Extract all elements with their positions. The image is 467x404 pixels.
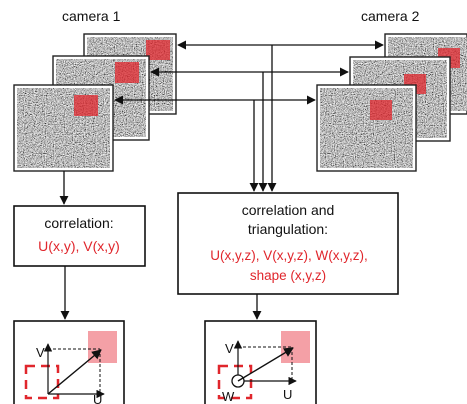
displacement-vector (47, 349, 102, 395)
target-region (88, 331, 117, 363)
correlation-3d-fields-line2: shape (x,y,z) (250, 268, 326, 283)
speckle-subset-red (146, 40, 170, 60)
correlation-2d-title: correlation: (44, 215, 113, 231)
correlation-2d-box: correlation: U(x,y), V(x,y) (13, 205, 146, 267)
u-axis-label: U (283, 387, 292, 402)
u-axis-label: U (93, 392, 102, 404)
camera-2-label: camera 2 (361, 8, 420, 24)
reference-region (24, 364, 60, 400)
v-axis-label: V (225, 341, 234, 356)
camera-2-image-stack (316, 33, 467, 172)
triangulation-input-arrows (249, 45, 277, 192)
displacement-3d-plot: V U W (204, 320, 317, 404)
displacement-vector (237, 347, 294, 382)
camera-1-label: camera 1 (62, 8, 121, 24)
speckle-subset-red (115, 62, 139, 83)
correlation-3d-box: correlation and triangulation: U(x,y,z),… (177, 192, 399, 295)
reference-region (217, 364, 253, 400)
speckle-subset-red (370, 100, 392, 120)
speckle-subset-red (74, 95, 98, 116)
speckle-image (316, 84, 417, 172)
camera-1-image-stack (13, 33, 177, 172)
speckle-image (13, 84, 114, 172)
w-axis-label: W (222, 389, 235, 404)
v-axis-label: V (36, 345, 45, 360)
stereo-pair-arrows (114, 40, 384, 105)
correlation-3d-title-line2: triangulation: (248, 221, 328, 237)
displacement-2d-plot: V U (13, 320, 125, 404)
correlation-2d-fields: U(x,y), V(x,y) (38, 238, 120, 254)
correlation-3d-title-line1: correlation and (242, 202, 335, 218)
correlation-3d-fields-line1: U(x,y,z), V(x,y,z), W(x,y,z), (210, 248, 367, 263)
